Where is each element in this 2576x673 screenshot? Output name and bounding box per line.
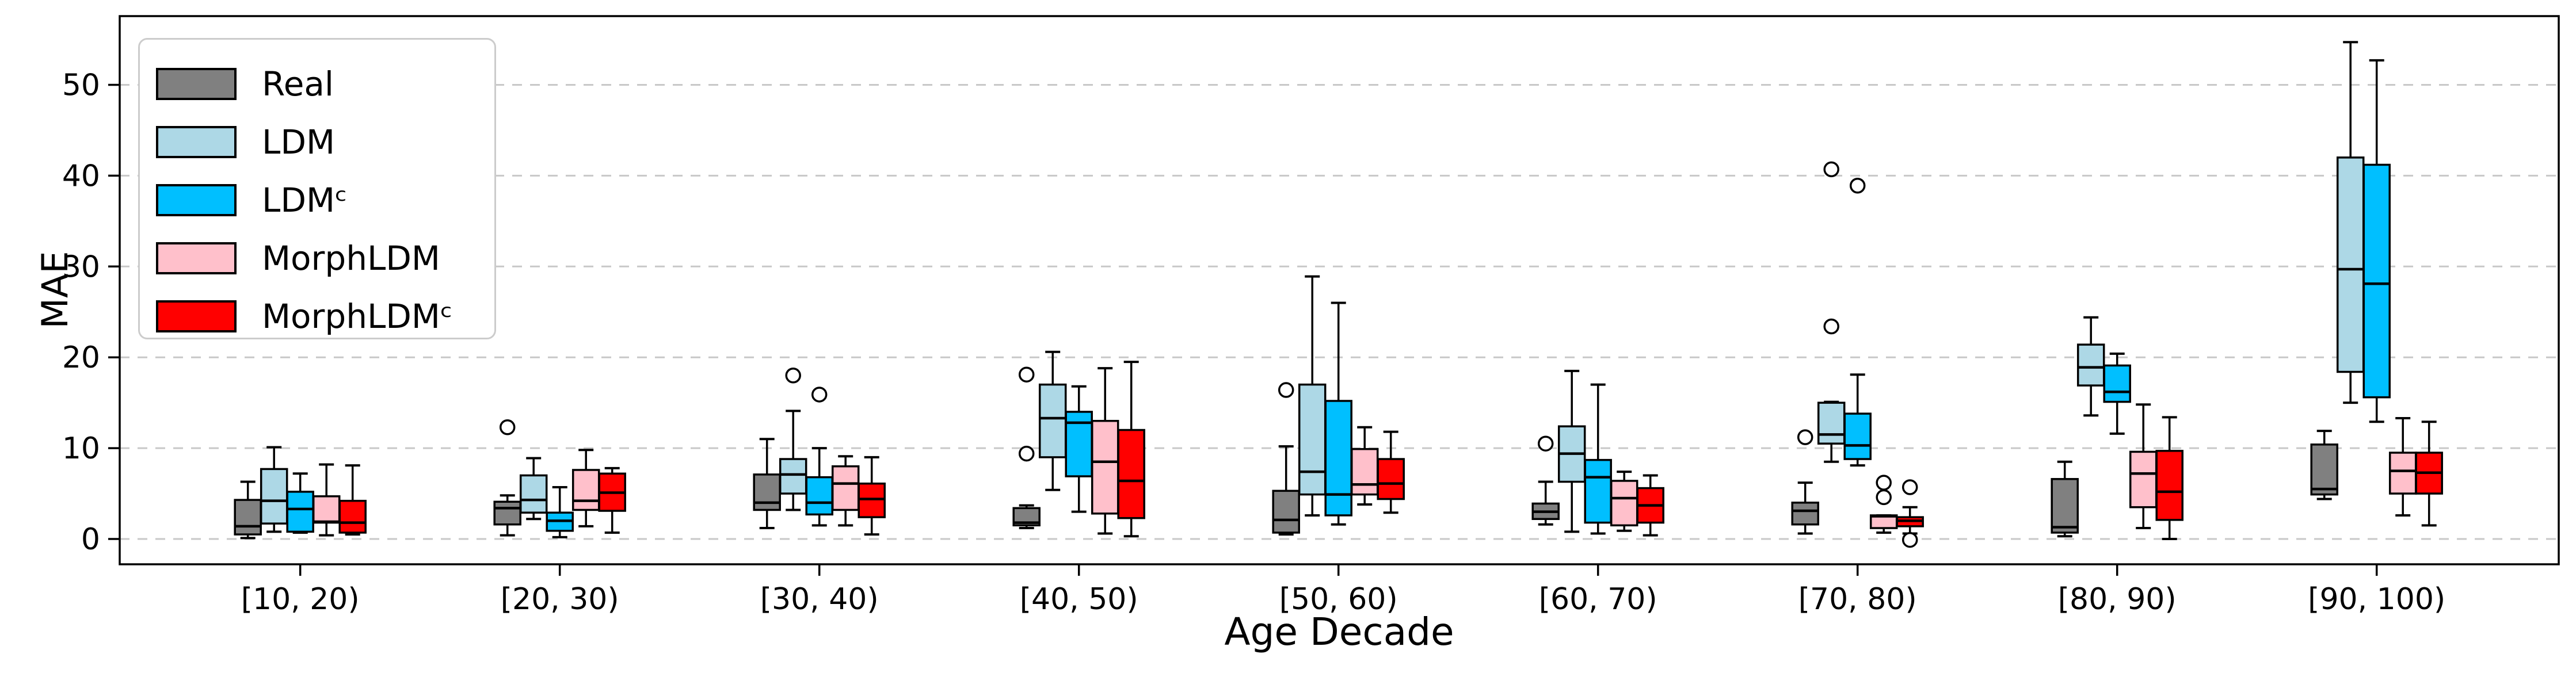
box-Real-6 xyxy=(1791,502,1819,526)
box-LDM-8 xyxy=(2336,156,2365,373)
box-LDM-0 xyxy=(260,468,288,525)
box-MorphLDM-0 xyxy=(312,495,341,524)
box-LDM-2 xyxy=(779,458,807,495)
y-tick-label-10: 10 xyxy=(62,431,100,466)
legend-item-4: MorphLDMᶜ xyxy=(156,287,494,345)
legend-item-3: MorphLDM xyxy=(156,229,494,287)
x-tick-label-8: [90, 100) xyxy=(2308,582,2445,617)
outlier-point xyxy=(1823,161,1839,178)
outlier-point xyxy=(1849,178,1866,194)
box-MorphLDM-3 xyxy=(1091,419,1119,515)
box-LDMᶜ-4 xyxy=(1324,400,1352,517)
legend-swatch-icon xyxy=(156,67,237,100)
legend-item-0: Real xyxy=(156,55,494,113)
box-LDMᶜ-2 xyxy=(805,476,833,516)
box-Real-2 xyxy=(753,473,781,511)
box-Real-8 xyxy=(2310,443,2338,496)
outlier-point xyxy=(1797,429,1813,445)
box-LDMᶜ-5 xyxy=(1584,458,1612,524)
x-tick-label-6: [70, 80) xyxy=(1798,582,1917,617)
x-tick-label-1: [20, 30) xyxy=(501,582,619,617)
x-tick-label-4: [50, 60) xyxy=(1279,582,1398,617)
y-tick-label-20: 20 xyxy=(62,341,100,375)
legend-swatch-icon xyxy=(156,183,237,216)
x-tick-label-5: [60, 70) xyxy=(1539,582,1657,617)
box-MorphLDMᶜ-0 xyxy=(338,499,367,534)
box-MorphLDMᶜ-2 xyxy=(858,482,886,518)
y-tick-label-50: 50 xyxy=(62,68,100,103)
legend-item-2: LDMᶜ xyxy=(156,171,494,229)
legend-item-1: LDM xyxy=(156,113,494,171)
box-Real-0 xyxy=(234,499,262,536)
x-tick-label-2: [30, 40) xyxy=(760,582,879,617)
outlier-point xyxy=(1876,475,1892,491)
box-MorphLDMᶜ-4 xyxy=(1377,458,1405,500)
box-MorphLDM-4 xyxy=(1350,448,1379,496)
outlier-point xyxy=(499,419,516,435)
box-LDM-3 xyxy=(1038,383,1067,458)
x-axis-title: Age Decade xyxy=(1224,610,1454,654)
x-tick-label-0: [10, 20) xyxy=(241,582,360,617)
outlier-point xyxy=(1901,531,1918,548)
outlier-point xyxy=(1876,489,1892,506)
box-MorphLDMᶜ-3 xyxy=(1117,429,1145,519)
legend-swatch-icon xyxy=(156,242,237,274)
y-axis-title: MAE xyxy=(34,251,77,329)
outlier-point xyxy=(1901,479,1918,495)
box-Real-1 xyxy=(493,500,521,526)
x-tick-label-7: [80, 90) xyxy=(2058,582,2177,617)
legend-label: MorphLDM xyxy=(262,238,440,278)
box-MorphLDM-1 xyxy=(571,469,600,511)
box-MorphLDM-5 xyxy=(1610,480,1638,527)
y-tick-label-30: 30 xyxy=(62,250,100,284)
box-LDM-7 xyxy=(2076,343,2105,387)
outlier-point xyxy=(785,368,801,384)
box-MorphLDM-8 xyxy=(2388,452,2417,495)
box-LDMᶜ-8 xyxy=(2362,163,2391,399)
box-LDM-6 xyxy=(1817,401,1846,445)
legend-swatch-icon xyxy=(156,300,237,332)
outlier-point xyxy=(1823,318,1839,335)
box-LDMᶜ-6 xyxy=(1843,412,1872,460)
legend-swatch-icon xyxy=(156,125,237,158)
legend-label: LDMᶜ xyxy=(262,180,348,220)
box-LDM-4 xyxy=(1298,383,1327,496)
legend-label: Real xyxy=(262,64,334,104)
legend: Real LDM LDMᶜ MorphLDM MorphLDMᶜ xyxy=(138,38,496,339)
outlier-point xyxy=(1537,435,1554,452)
box-MorphLDM-2 xyxy=(831,465,860,511)
box-LDMᶜ-0 xyxy=(286,491,314,533)
x-tick-label-3: [40, 50) xyxy=(1020,582,1138,617)
legend-label: MorphLDMᶜ xyxy=(262,296,453,336)
y-tick-label-40: 40 xyxy=(62,159,100,193)
outlier-point xyxy=(811,387,828,403)
outlier-point xyxy=(1018,366,1035,383)
outlier-point xyxy=(1018,445,1035,462)
box-Real-7 xyxy=(2051,478,2079,534)
y-tick-label-0: 0 xyxy=(81,522,100,557)
box-MorphLDM-7 xyxy=(2129,450,2158,508)
box-LDM-1 xyxy=(519,474,548,514)
box-LDMᶜ-7 xyxy=(2103,364,2131,403)
box-MorphLDMᶜ-7 xyxy=(2155,450,2183,521)
box-Real-4 xyxy=(1272,490,1300,534)
outlier-point xyxy=(1278,382,1294,398)
legend-label: LDM xyxy=(262,122,336,162)
